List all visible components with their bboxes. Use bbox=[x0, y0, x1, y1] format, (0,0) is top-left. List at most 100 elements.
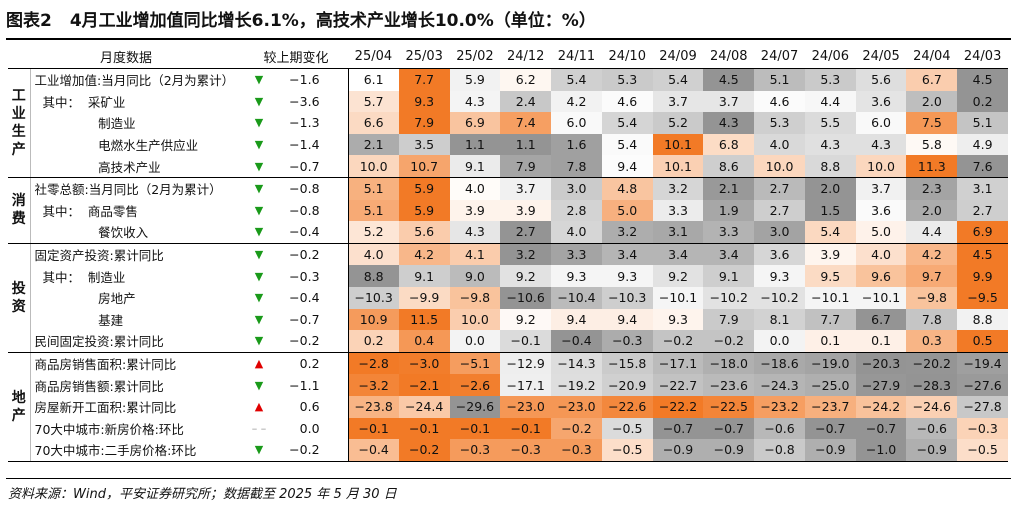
indicator-name: 商品房销售额:累计同比 bbox=[34, 378, 164, 394]
value-cell: −0.1 bbox=[500, 417, 552, 440]
value-cell: 5.9 bbox=[398, 177, 450, 200]
header-name: 月度数据 bbox=[8, 44, 245, 69]
value-cell: −0.7 bbox=[652, 417, 704, 440]
value-cell: 4.5 bbox=[957, 68, 1008, 91]
value-cell: 4.0 bbox=[855, 243, 907, 266]
value-cell: −23.0 bbox=[551, 395, 602, 418]
value-cell: 5.3 bbox=[804, 68, 856, 91]
value-cell: 9.2 bbox=[500, 265, 552, 287]
value-cell: 9.4 bbox=[601, 308, 653, 331]
value-cell: 6.9 bbox=[449, 112, 501, 134]
value-cell: 0.0 bbox=[449, 330, 501, 353]
value-cell: 2.0 bbox=[804, 177, 856, 200]
value-cell: −0.3 bbox=[957, 417, 1008, 440]
value-cell: 0.2 bbox=[957, 90, 1008, 113]
indicator-name: 制造业 bbox=[34, 116, 136, 132]
value-cell: −19.2 bbox=[551, 374, 602, 396]
value-cell: −9.8 bbox=[906, 286, 958, 309]
change-value: 0.0 bbox=[274, 417, 349, 440]
value-cell: −0.7 bbox=[855, 417, 907, 440]
down-arrow-icon: ▼ bbox=[254, 291, 264, 305]
value-cell: 3.9 bbox=[804, 243, 856, 266]
indicator-name: 固定资产投资:累计同比 bbox=[34, 248, 164, 264]
value-cell: 3.6 bbox=[855, 199, 907, 222]
value-cell: 4.3 bbox=[804, 133, 856, 156]
value-cell: 6.9 bbox=[957, 221, 1008, 244]
value-cell: −24.3 bbox=[754, 374, 805, 396]
value-cell: 9.6 bbox=[855, 265, 907, 287]
down-arrow-icon: ▼ bbox=[254, 73, 264, 87]
value-cell: −23.6 bbox=[703, 374, 755, 396]
table-row: 房屋新开工面积:累计同比 ▲ 0.6 −23.8 −24.4 −29.6 −23.0 −23.… bbox=[8, 395, 1008, 418]
value-cell: 8.8 bbox=[957, 308, 1008, 331]
value-cell: 5.4 bbox=[601, 112, 653, 134]
down-arrow-icon: ▼ bbox=[254, 203, 264, 217]
value-cell: −25.0 bbox=[804, 374, 856, 396]
value-cell: 1.1 bbox=[449, 133, 501, 156]
value-cell: 5.2 bbox=[652, 112, 704, 134]
value-cell: 7.9 bbox=[500, 155, 552, 178]
change-value: −0.7 bbox=[274, 308, 349, 331]
value-cell: 0.1 bbox=[804, 330, 856, 353]
value-cell: −24.2 bbox=[855, 395, 907, 418]
value-cell: 4.6 bbox=[601, 90, 653, 113]
change-value: −0.7 bbox=[274, 155, 349, 178]
value-cell: 4.3 bbox=[703, 112, 755, 134]
value-cell: 9.3 bbox=[754, 265, 805, 287]
value-cell: −10.4 bbox=[551, 286, 602, 309]
down-arrow-icon: ▼ bbox=[254, 312, 264, 326]
value-cell: 5.1 bbox=[754, 68, 805, 91]
value-cell: 2.1 bbox=[703, 177, 755, 200]
value-cell: −15.8 bbox=[601, 352, 653, 375]
value-cell: 3.6 bbox=[754, 243, 805, 266]
value-cell: 2.3 bbox=[906, 177, 958, 200]
value-cell: −27.9 bbox=[855, 374, 907, 396]
value-cell: 5.4 bbox=[804, 221, 856, 244]
value-cell: 4.2 bbox=[906, 243, 958, 266]
value-cell: 3.2 bbox=[652, 177, 704, 200]
value-cell: 5.7 bbox=[348, 90, 399, 113]
figure-number: 图表2 bbox=[6, 11, 52, 31]
value-cell: 3.7 bbox=[855, 177, 907, 200]
header-row: 月度数据 较上期变化 25/04 25/03 25/02 24/12 24/11… bbox=[8, 44, 1008, 69]
value-cell: −1.0 bbox=[855, 439, 907, 462]
value-cell: −20.9 bbox=[601, 374, 653, 396]
value-cell: 6.1 bbox=[348, 68, 399, 91]
value-cell: 9.1 bbox=[703, 265, 755, 287]
table-row: 70大中城市:新房价格:环比 – –0.0 −0.1 −0.1 −0.1 −0.1 −0.2… bbox=[8, 417, 1008, 440]
header-month: 24/10 bbox=[601, 44, 653, 69]
value-cell: 4.6 bbox=[754, 90, 805, 113]
value-cell: 3.4 bbox=[652, 243, 704, 266]
value-cell: −0.2 bbox=[703, 330, 755, 353]
value-cell: 10.1 bbox=[652, 155, 704, 178]
value-cell: −23.0 bbox=[500, 395, 552, 418]
value-cell: 3.6 bbox=[855, 90, 907, 113]
value-cell: −10.1 bbox=[652, 286, 704, 309]
indicator-name: 基建 bbox=[34, 312, 124, 328]
value-cell: 5.0 bbox=[601, 199, 653, 222]
value-cell: 9.5 bbox=[804, 265, 856, 287]
value-cell: −19.4 bbox=[957, 352, 1008, 375]
value-cell: 4.3 bbox=[449, 90, 501, 113]
value-cell: 6.8 bbox=[703, 133, 755, 156]
down-arrow-icon: ▼ bbox=[244, 221, 275, 244]
value-cell: 7.7 bbox=[804, 308, 856, 331]
value-cell: −2.1 bbox=[398, 374, 450, 396]
indicator-name: 民间固定投资:累计同比 bbox=[30, 330, 245, 353]
value-cell: −0.3 bbox=[601, 330, 653, 353]
value-cell: −0.4 bbox=[551, 330, 602, 353]
value-cell: −9.8 bbox=[449, 286, 501, 309]
value-cell: −0.6 bbox=[906, 417, 958, 440]
indicator-name: 房屋新开工面积:累计同比 bbox=[34, 400, 177, 416]
value-cell: −23.8 bbox=[348, 395, 399, 418]
value-cell: 2.0 bbox=[906, 199, 958, 222]
header-change: 较上期变化 bbox=[244, 44, 349, 69]
table-row: 消费 社零总额:当月同比（2月为累计） ▼ −0.8 5.1 5.9 4.0 3.7 3.0 4.… bbox=[8, 177, 1008, 244]
value-cell: −0.2 bbox=[551, 417, 602, 440]
value-cell: −24.6 bbox=[906, 395, 958, 418]
indicator-name: 其中： 商品零售 bbox=[34, 203, 138, 219]
down-arrow-icon: ▼ bbox=[244, 330, 275, 353]
value-cell: 5.1 bbox=[348, 177, 399, 200]
header-month: 25/03 bbox=[398, 44, 450, 69]
value-cell: 6.0 bbox=[855, 112, 907, 134]
